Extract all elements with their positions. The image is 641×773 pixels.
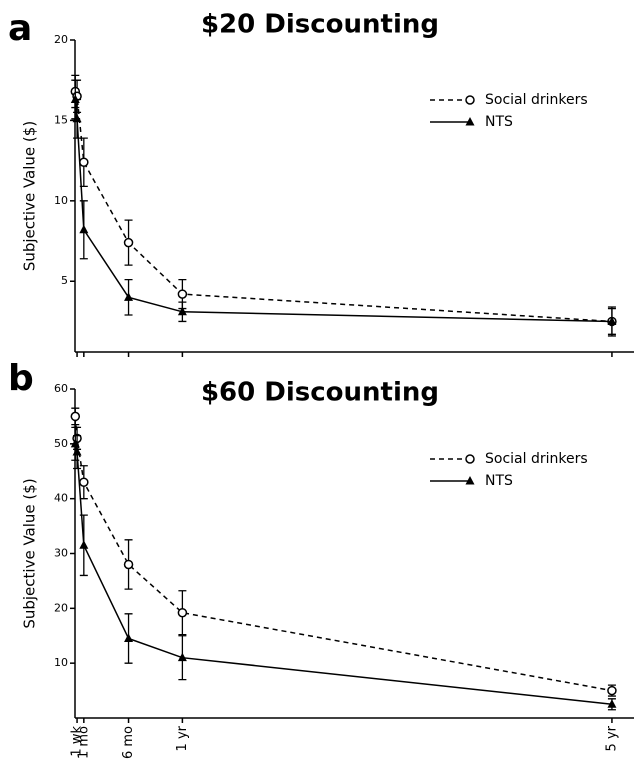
y-tick-label: 10 [54, 194, 68, 207]
data-point [123, 559, 134, 570]
y-tick-label: 40 [54, 492, 68, 505]
y-tick-label: 50 [54, 437, 68, 450]
data-point [607, 699, 617, 708]
x-tick-label: 6 mo [121, 726, 136, 759]
y-tick-label: 60 [54, 382, 68, 395]
legend-label: NTS [485, 114, 513, 130]
y-axis-label: Subjective Value ($) [21, 478, 39, 628]
legend-marker [465, 117, 475, 126]
data-point [177, 289, 188, 299]
series-line [74, 443, 613, 706]
data-point [607, 685, 617, 696]
data-point [72, 447, 82, 456]
data-point [79, 157, 89, 167]
data-point [177, 607, 188, 618]
data-point [70, 411, 81, 422]
panel-label: b [8, 358, 34, 399]
series-line [74, 99, 612, 323]
chart-title: $60 Discounting [201, 378, 439, 408]
data-point [124, 292, 134, 301]
data-point [607, 316, 617, 325]
chart-title: $20 Discounting [201, 10, 439, 40]
data-point [79, 224, 89, 234]
data-point [79, 540, 89, 549]
y-tick-label: 5 [61, 274, 68, 287]
legend-marker [465, 476, 475, 485]
legend-label: NTS [485, 473, 513, 489]
legend-label: Social drinkers [485, 92, 588, 108]
data-point [79, 477, 89, 487]
x-tick-label: 1 mo [76, 726, 91, 759]
data-point [124, 633, 134, 642]
y-axis-label: Subjective Value ($) [21, 121, 39, 271]
data-point [177, 652, 187, 662]
legend-label: Social drinkers [485, 451, 588, 467]
data-point [72, 113, 82, 123]
series-line [74, 91, 612, 323]
panel-label: a [8, 8, 32, 49]
data-point [123, 237, 134, 248]
y-tick-label: 20 [54, 33, 68, 46]
data-point [177, 306, 187, 316]
legend-marker [465, 95, 475, 105]
data-point [70, 438, 80, 448]
x-tick-label: 1 wk [70, 726, 85, 757]
legend-marker [465, 454, 475, 464]
y-tick-label: 20 [54, 601, 68, 614]
y-tick-label: 30 [54, 547, 68, 560]
y-tick-label: 15 [54, 113, 68, 126]
data-point [70, 94, 80, 104]
y-tick-label: 10 [54, 656, 68, 669]
x-tick-label: 5 yr [604, 725, 619, 751]
x-tick-label: 1 yr [175, 725, 190, 751]
